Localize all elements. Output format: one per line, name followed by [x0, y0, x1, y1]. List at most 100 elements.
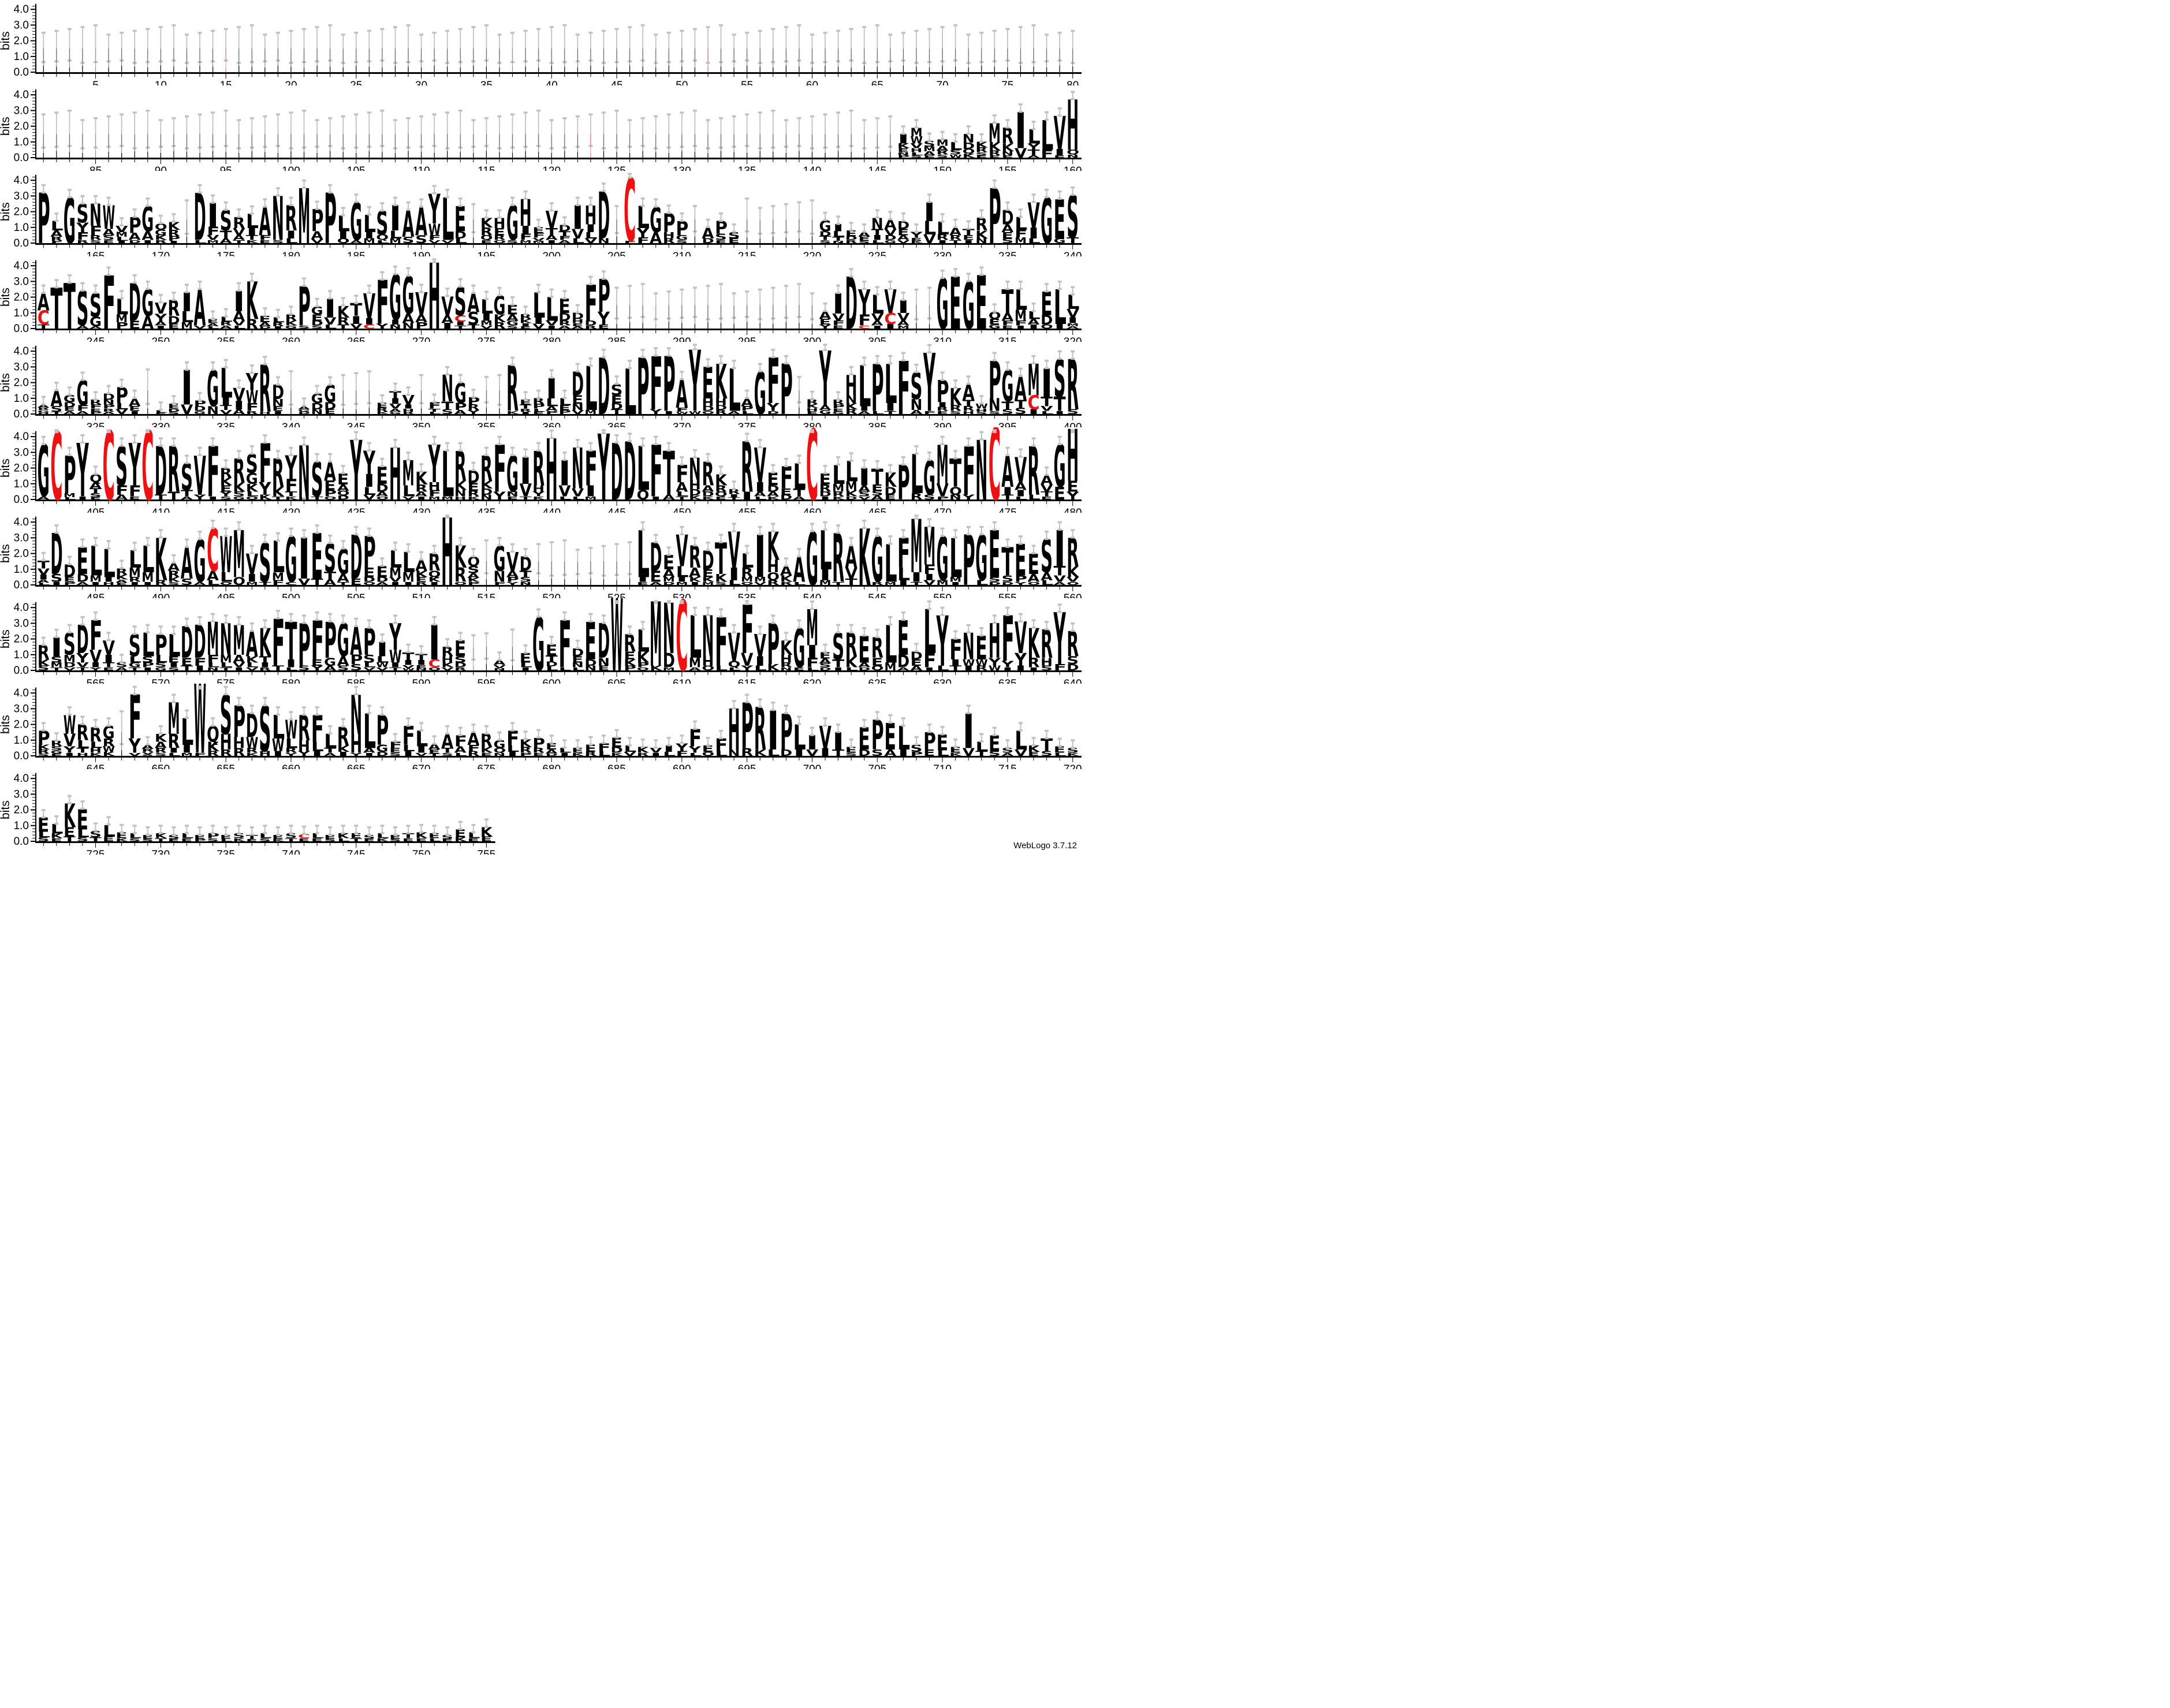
stack-letter: T [311, 495, 324, 501]
stack-letter: A [897, 319, 909, 327]
stack-letter: V [546, 319, 558, 327]
stack-letter: I [923, 572, 935, 582]
stack-letter: I [558, 453, 571, 494]
x-tick-label: 455 [738, 507, 756, 513]
stack-letter: S [937, 154, 949, 159]
stack-letter: M [115, 312, 128, 325]
stack-letter: S [1041, 750, 1053, 758]
stack-letter: H [767, 557, 779, 577]
stack-letter: I [728, 493, 740, 498]
stack-letter: T [520, 569, 532, 579]
stack-letter: F [558, 609, 571, 683]
x-axis: 8590951001051101151201251301351401451501… [35, 158, 1082, 171]
stack-letter: Y [649, 408, 663, 416]
stack-letter: G [506, 197, 519, 252]
stack-letter: I [767, 700, 779, 763]
stack-letter: D [311, 319, 323, 327]
stack-letter: D [246, 708, 258, 745]
stack-letter: P [129, 213, 141, 238]
stack-letter: K [90, 752, 102, 757]
stack-letter: I [141, 581, 154, 586]
stack-letter: M [949, 576, 961, 583]
stack-letter: V [233, 385, 245, 405]
stack-letter: I [1028, 666, 1040, 672]
stack-letter: F [558, 235, 571, 241]
stack-letter: R [259, 666, 271, 672]
y-tick-label: 4.0 [14, 773, 29, 785]
stack-letter: A [546, 748, 558, 755]
stack-letter: C [454, 314, 467, 324]
x-tick-label: 5 [92, 80, 99, 85]
stack-letter: R [767, 579, 779, 587]
stack-letter: I [819, 495, 832, 501]
stack-letter: L [793, 457, 806, 497]
stack-letter: A [64, 410, 76, 415]
stack-letter: H [428, 481, 441, 493]
stack-letter: I [337, 229, 349, 241]
stack-letter: I [233, 286, 245, 318]
stack-letter: A [324, 578, 337, 587]
stack-letter: L [337, 837, 350, 842]
stack-letter: M [806, 599, 818, 657]
y-tick-label: 4.0 [14, 516, 29, 528]
stack-letter: Q [467, 554, 480, 569]
stack-letter: G [337, 614, 349, 667]
stack-letter: F [676, 407, 688, 413]
stack-letter: S [324, 838, 336, 842]
y-tick-label: 4.0 [14, 687, 29, 699]
stack-letter: L [90, 538, 102, 586]
stack-letter: T [129, 666, 141, 672]
stack-letter: I [246, 572, 258, 584]
stack-letter: L [845, 456, 858, 488]
stack-letter: G [1041, 185, 1053, 256]
stack-letter: A [949, 226, 961, 238]
stack-letter: R [520, 746, 532, 755]
stack-letter: I [155, 325, 167, 330]
stack-letter: W [389, 647, 402, 666]
stack-letter: S [233, 833, 245, 840]
stack-letter: F [90, 404, 102, 410]
stack-letter: I [741, 490, 753, 502]
stack-letter: S [220, 206, 232, 238]
stack-letter: I [806, 642, 818, 662]
stack-letter: K [103, 751, 116, 757]
stack-letter: V [741, 650, 754, 670]
stack-letter: A [467, 729, 479, 749]
stack-letter: K [480, 215, 493, 230]
stack-letter: G [754, 361, 766, 427]
stack-letter: K [1001, 142, 1014, 154]
x-tick-label: 555 [998, 592, 1017, 598]
stack-letter: A [350, 620, 362, 664]
stack-letter: V [572, 486, 584, 499]
stack-letter: S [76, 282, 88, 337]
stack-letter: R [415, 483, 427, 494]
stack-letter: G [38, 431, 50, 513]
stack-letter: M [923, 517, 935, 577]
x-tick-label: 235 [998, 251, 1017, 256]
stack-letter: F [311, 707, 324, 750]
stack-letter: F [637, 236, 650, 245]
stack-letter: I [923, 198, 935, 228]
stack-letter: H [572, 319, 584, 325]
x-tick-label: 225 [868, 251, 886, 256]
stack-letter: T [1054, 564, 1067, 579]
stack-letter: A [897, 234, 909, 241]
stack-letter: H [845, 370, 857, 402]
stack-letter: S [1041, 530, 1053, 583]
x-tick-label: 140 [803, 165, 822, 171]
stack-letter: V [884, 228, 897, 237]
stack-letter: K [780, 575, 793, 584]
stack-letter: E [90, 408, 101, 413]
stack-letter: I [90, 661, 102, 669]
stack-letter: R [715, 409, 727, 415]
y-axis-title: bits [0, 288, 12, 307]
stack-letter: A [741, 397, 753, 409]
stack-letter: T [949, 665, 961, 672]
stack-letter: M [584, 495, 596, 501]
stack-letter: F [376, 268, 389, 338]
stack-letter: D [454, 661, 467, 669]
stack-letter: D [910, 650, 922, 662]
stack-letter: D [155, 432, 167, 510]
stack-letter: T [285, 611, 297, 672]
